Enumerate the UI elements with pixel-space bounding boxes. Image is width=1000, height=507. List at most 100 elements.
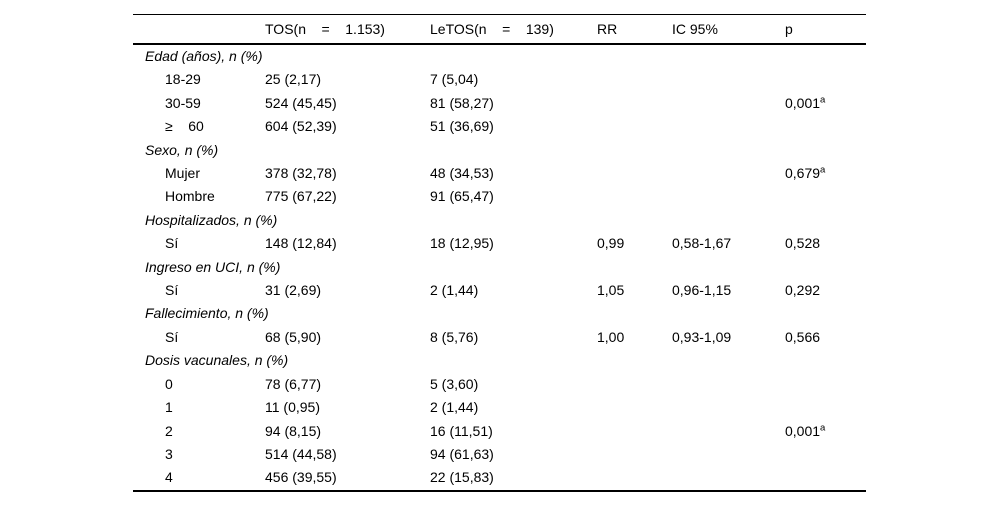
cell-tos: 31 (2,69) (265, 282, 322, 299)
row-label: 2 (165, 422, 173, 439)
row-label: ≥ 60 (165, 118, 204, 135)
cell-letos: 18 (12,95) (430, 235, 494, 252)
cell-ic: 0,96-1,15 (672, 282, 732, 299)
cell-letos: 2 (1,44) (430, 282, 479, 299)
cell-p (785, 68, 866, 91)
cell-tos: 378 (32,78) (265, 165, 337, 182)
cell-ic (672, 396, 785, 419)
row-label: 1 (165, 399, 173, 416)
cell-letos: 5 (3,60) (430, 375, 479, 392)
category-label: Edad (años), n (%) (145, 48, 263, 64)
category-label: Dosis vacunales, n (%) (145, 352, 289, 369)
cell-p: 0,566 (785, 328, 821, 345)
p-value-superscript: a (820, 421, 826, 433)
category-label: Sexo, n (%) (145, 141, 219, 158)
table-row: Sí 148 (12,84) 18 (12,95) 0,99 0,58-1,67 0,52… (133, 232, 866, 255)
cell-rr (597, 396, 672, 419)
cell-tos: 148 (12,84) (265, 235, 337, 252)
statistics-table: TOS(n = 1.153) LeTOS(n = 139) RR IC 95% … (133, 14, 866, 492)
table-row: 0 78 (6,77) 5 (3,60) (133, 373, 866, 396)
cell-letos: 16 (11,51) (430, 422, 493, 439)
table-row: Hombre 775 (67,22) 91 (65,47) (133, 185, 866, 208)
row-label: Hombre (165, 188, 215, 205)
cell-p (785, 373, 866, 396)
cell-ic (672, 115, 785, 138)
cell-letos: 2 (1,44) (430, 399, 479, 416)
cell-tos: 604 (52,39) (265, 118, 337, 135)
table-row: Sí 68 (5,90) 8 (5,76) 1,00 0,93-1,09 0,566 (133, 326, 866, 349)
cell-ic: 0,58-1,67 (672, 235, 732, 252)
category-row: Hospitalizados, n (%) (133, 209, 866, 232)
table-row: 1 11 (0,95) 2 (1,44) (133, 396, 866, 419)
cell-p: 0,001a (785, 94, 826, 111)
category-row: Sexo, n (%) (133, 139, 866, 162)
cell-p (785, 443, 866, 466)
cell-p (785, 185, 866, 208)
row-label: 0 (165, 375, 173, 392)
header-row: TOS(n = 1.153) LeTOS(n = 139) RR IC 95% … (133, 14, 866, 45)
table-header: TOS(n = 1.153) LeTOS(n = 139) RR IC 95% … (133, 14, 866, 45)
cell-tos: 775 (67,22) (265, 188, 337, 205)
cell-rr: 1,00 (597, 328, 625, 345)
cell-p: 0,292 (785, 282, 821, 299)
cell-tos: 94 (8,15) (265, 422, 322, 439)
row-label: Sí (165, 282, 179, 299)
category-row: Edad (años), n (%) (133, 44, 866, 68)
category-label: Fallecimiento, n (%) (145, 305, 269, 322)
category-label: Ingreso en UCI, n (%) (145, 258, 281, 275)
cell-tos: 456 (39,55) (265, 469, 337, 486)
cell-ic (672, 466, 785, 490)
cell-letos: 22 (15,83) (430, 469, 494, 486)
cell-ic: 0,93-1,09 (672, 328, 732, 345)
cell-rr (597, 115, 672, 138)
cell-p: 0,001a (785, 421, 826, 439)
row-label: Sí (165, 328, 179, 345)
table-row: 18-29 25 (2,17) 7 (5,04) (133, 68, 866, 91)
table-body: Edad (años), n (%) 18-29 25 (2,17) 7 (5,04)… (133, 44, 866, 491)
table-row: Sí 31 (2,69) 2 (1,44) 1,05 0,96-1,15 0,292 (133, 279, 866, 302)
cell-ic (672, 443, 785, 466)
cell-rr (597, 68, 672, 91)
row-label: Mujer (165, 165, 201, 182)
row-label: 3 (165, 445, 173, 462)
row-label: 18-29 (165, 71, 201, 88)
table-row: 2 94 (8,15) 16 (11,51) 0,001a (133, 420, 866, 443)
category-row: Fallecimiento, n (%) (133, 302, 866, 325)
cell-ic (672, 373, 785, 396)
cell-tos: 25 (2,17) (265, 71, 322, 88)
cell-rr (597, 420, 672, 443)
cell-rr: 0,99 (597, 235, 625, 252)
cell-letos: 48 (34,53) (430, 165, 494, 182)
cell-rr (597, 162, 672, 185)
cell-p (785, 115, 866, 138)
row-label: Sí (165, 235, 179, 252)
cell-rr (597, 443, 672, 466)
cell-letos: 7 (5,04) (430, 71, 479, 88)
cell-rr (597, 373, 672, 396)
cell-tos: 11 (0,95) (265, 399, 320, 416)
header-empty (133, 14, 265, 45)
cell-rr: 1,05 (597, 282, 625, 299)
cell-letos: 81 (58,27) (430, 94, 494, 111)
cell-p (785, 466, 866, 490)
table-row: 30-59 524 (45,45) 81 (58,27) 0,001a (133, 92, 866, 115)
table-row: 3 514 (44,58) 94 (61,63) (133, 443, 866, 466)
cell-ic (672, 68, 785, 91)
cell-ic (672, 185, 785, 208)
cell-rr (597, 92, 672, 115)
p-value-superscript: a (820, 94, 826, 106)
cell-letos: 51 (36,69) (430, 118, 494, 135)
cell-p (785, 396, 866, 419)
header-tos: TOS(n = 1.153) (265, 14, 430, 45)
cell-tos: 524 (45,45) (265, 94, 337, 111)
cell-letos: 91 (65,47) (430, 188, 494, 205)
header-letos: LeTOS(n = 139) (430, 14, 597, 45)
cell-p: 0,679a (785, 164, 826, 182)
cell-tos: 78 (6,77) (265, 375, 322, 392)
cell-p: 0,528 (785, 235, 821, 252)
row-label: 4 (165, 469, 173, 486)
cell-tos: 68 (5,90) (265, 328, 322, 345)
cell-tos: 514 (44,58) (265, 445, 337, 462)
cell-rr (597, 466, 672, 490)
